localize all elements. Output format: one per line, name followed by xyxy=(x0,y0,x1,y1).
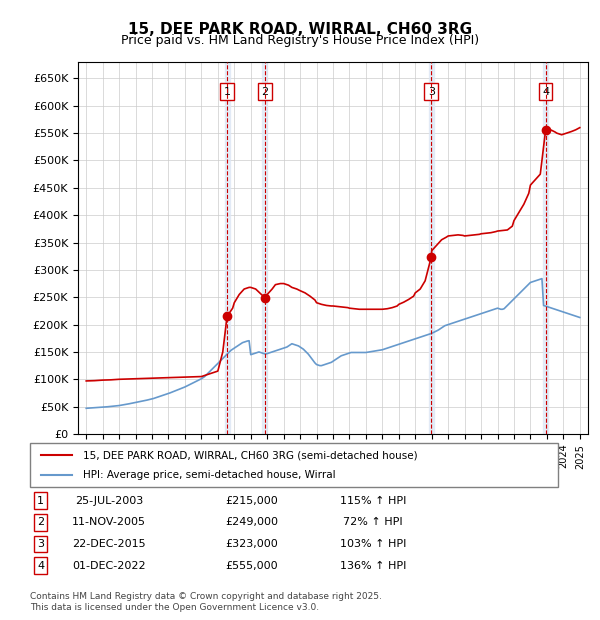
Text: 2: 2 xyxy=(262,87,268,97)
Text: 01-DEC-2022: 01-DEC-2022 xyxy=(73,560,146,571)
Text: 4: 4 xyxy=(542,87,549,97)
Text: HPI: Average price, semi-detached house, Wirral: HPI: Average price, semi-detached house,… xyxy=(83,469,335,479)
Text: 4: 4 xyxy=(37,560,44,571)
Text: 3: 3 xyxy=(428,87,435,97)
FancyBboxPatch shape xyxy=(30,443,558,487)
Bar xyxy=(262,62,268,434)
Text: 25-JUL-2003: 25-JUL-2003 xyxy=(75,495,143,506)
Text: 136% ↑ HPI: 136% ↑ HPI xyxy=(340,560,406,571)
Text: 103% ↑ HPI: 103% ↑ HPI xyxy=(340,539,406,549)
Text: 72% ↑ HPI: 72% ↑ HPI xyxy=(343,517,403,528)
Text: 115% ↑ HPI: 115% ↑ HPI xyxy=(340,495,406,506)
Text: 3: 3 xyxy=(37,539,44,549)
Bar xyxy=(543,62,548,434)
Text: £215,000: £215,000 xyxy=(226,495,278,506)
Text: Contains HM Land Registry data © Crown copyright and database right 2025.
This d: Contains HM Land Registry data © Crown c… xyxy=(30,592,382,611)
Text: £555,000: £555,000 xyxy=(226,560,278,571)
Text: 2: 2 xyxy=(37,517,44,528)
Text: 15, DEE PARK ROAD, WIRRAL, CH60 3RG: 15, DEE PARK ROAD, WIRRAL, CH60 3RG xyxy=(128,22,472,37)
Bar xyxy=(429,62,434,434)
Text: 1: 1 xyxy=(224,87,230,97)
Text: £249,000: £249,000 xyxy=(225,517,278,528)
Bar xyxy=(224,62,230,434)
Text: £323,000: £323,000 xyxy=(226,539,278,549)
Text: Price paid vs. HM Land Registry's House Price Index (HPI): Price paid vs. HM Land Registry's House … xyxy=(121,34,479,47)
Text: 1: 1 xyxy=(37,495,44,506)
Text: 22-DEC-2015: 22-DEC-2015 xyxy=(73,539,146,549)
Text: 15, DEE PARK ROAD, WIRRAL, CH60 3RG (semi-detached house): 15, DEE PARK ROAD, WIRRAL, CH60 3RG (sem… xyxy=(83,451,418,461)
Text: 11-NOV-2005: 11-NOV-2005 xyxy=(72,517,146,528)
